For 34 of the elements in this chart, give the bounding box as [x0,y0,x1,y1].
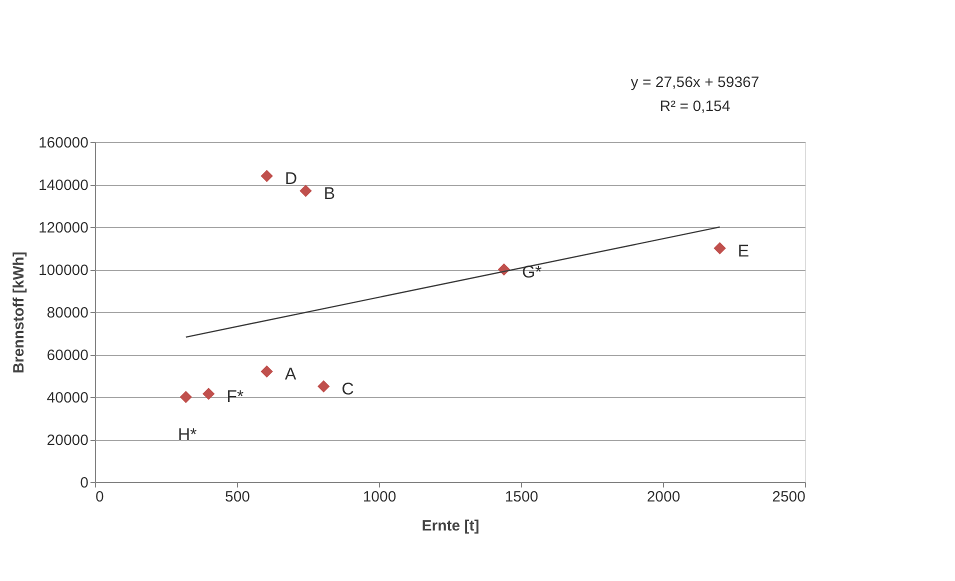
annotation: G* [522,262,542,282]
x-tick-label: 2500 [772,488,806,506]
annotation: H* [178,425,198,444]
annotation: D [284,169,298,188]
y-axis-title: Brennstoff [kWh] [10,252,28,374]
point [260,365,273,378]
y-tick-label: 140000 [38,177,88,194]
point [180,390,192,404]
x-axis-title: Ernte [t] [422,518,480,534]
y-tick-label: 100000 [38,262,88,279]
x-tick-label: 500 [224,488,250,506]
text: y = 27,56x + 59367 [630,74,760,91]
y-tick-label: 120000 [38,220,88,236]
annotation: C [342,379,354,398]
point [714,242,726,254]
y-tick-label: 80000 [46,304,88,322]
text: R² = 0,154 [660,98,730,115]
x-tick-label: 1500 [504,488,538,506]
point [317,380,330,392]
y-tick-label: 60000 [46,347,88,364]
y-tick-label: 0 [80,474,88,492]
x-tick-label: 1000 [362,488,396,506]
y-tick-label: 20000 [46,432,88,449]
x-tick-label: 2000 [646,488,680,506]
annotation: A [284,364,297,384]
point [260,170,273,182]
y-tick-label: 40000 [46,390,88,406]
annotation: F* [226,386,244,406]
annotation: B [324,184,336,203]
point [202,388,215,400]
point [300,184,312,197]
annotation: E [738,241,750,260]
x-tick-label: 0 [96,488,104,506]
y-tick-label: 160000 [38,134,88,152]
